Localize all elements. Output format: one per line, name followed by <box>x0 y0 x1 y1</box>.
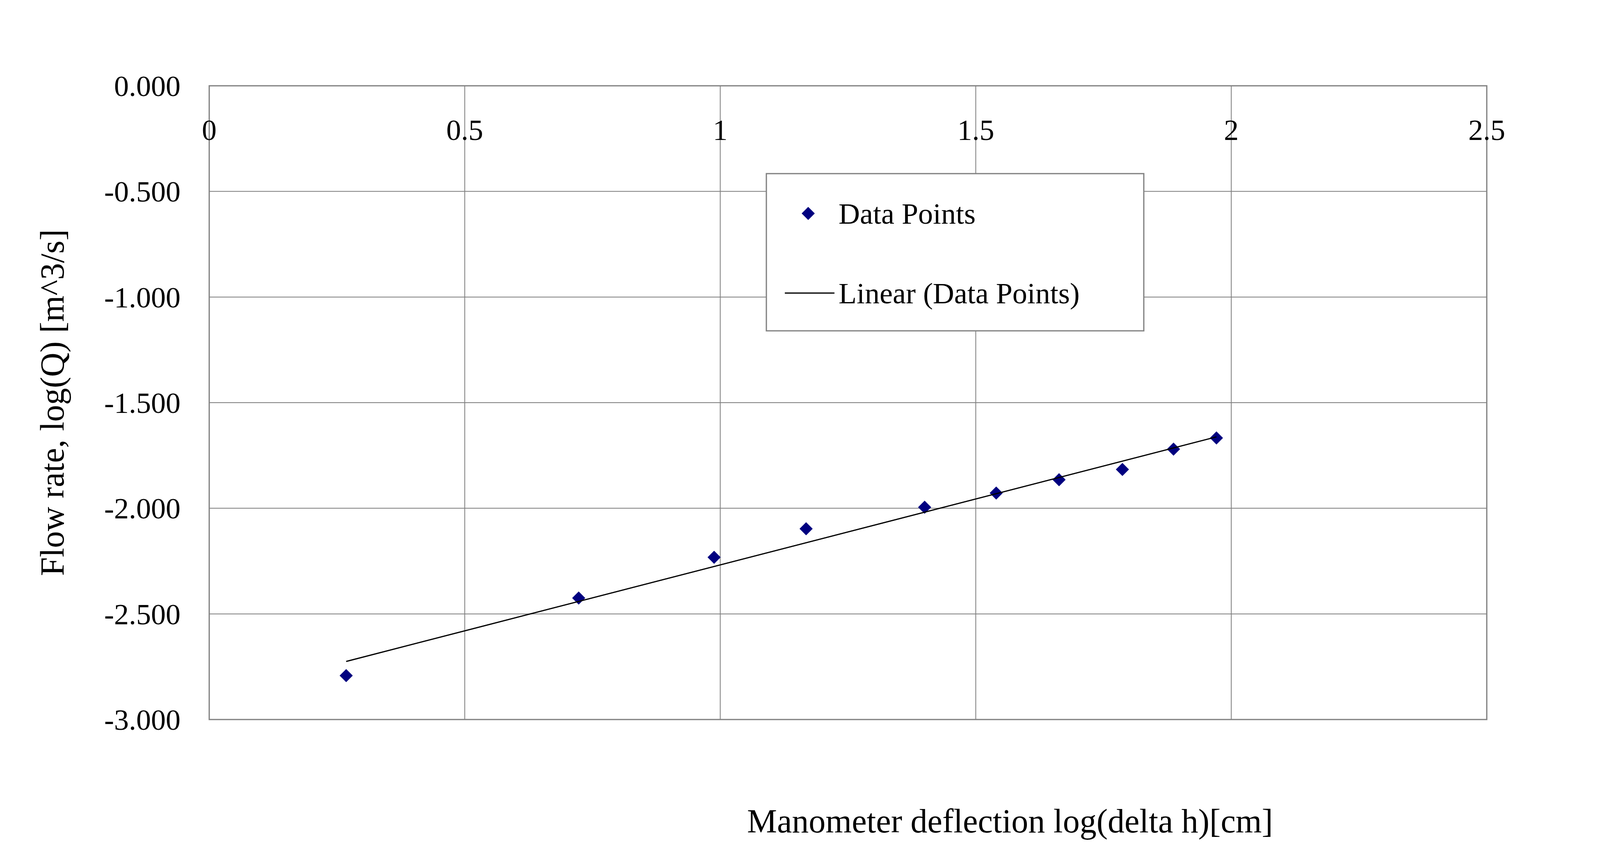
y-tick-label: 0.000 <box>114 69 181 103</box>
background <box>0 0 1600 864</box>
data-point <box>339 668 353 682</box>
x-tick-label: 1 <box>713 113 728 147</box>
legend-line <box>784 292 835 294</box>
trend-line <box>346 436 1217 661</box>
x-tick-label: 1.5 <box>957 113 995 147</box>
plot-area <box>339 431 1223 682</box>
x-tick-label: 2.5 <box>1468 113 1506 147</box>
legend-box <box>766 173 1144 331</box>
legend-marker <box>801 206 815 220</box>
data-point <box>1115 462 1130 476</box>
data-point <box>707 550 721 564</box>
chart: 0 0.5 1 1.5 2 2.5 0.000 -0.500 -1.000 -1.500 -2.00… <box>0 0 1600 864</box>
y-axis-title: Flow rate, log(Q) [m^3/s] <box>33 229 71 576</box>
y-tick-label: -1.000 <box>104 281 181 314</box>
y-grid-line <box>209 402 1487 403</box>
data-point <box>799 521 813 535</box>
x-tick-label: 0 <box>201 113 217 147</box>
y-tick-label: -3.000 <box>104 703 181 736</box>
x-tick-label: 2 <box>1223 113 1239 147</box>
y-grid-line <box>209 507 1487 509</box>
legend-label: Data Points <box>838 197 976 231</box>
y-tick-label: -1.500 <box>104 386 181 420</box>
x-axis-title: Manometer deflection log(delta h)[cm] <box>747 802 1274 840</box>
y-grid-line <box>209 613 1487 615</box>
legend-label: Linear (Data Points) <box>838 276 1080 310</box>
y-tick-label: -2.000 <box>104 491 181 525</box>
x-tick-label: 0.5 <box>446 113 484 147</box>
y-tick-label: -0.500 <box>104 175 181 208</box>
plot-frame <box>209 85 1487 720</box>
y-tick-label: -2.500 <box>104 597 181 631</box>
data-point <box>1052 473 1066 487</box>
